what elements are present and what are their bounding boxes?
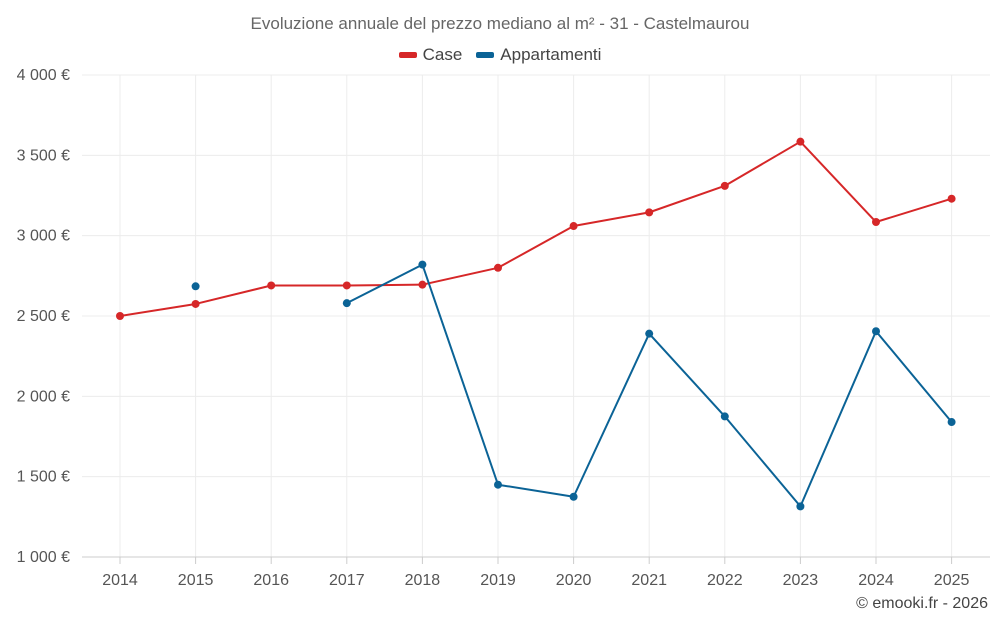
data-point-appartamenti-2024[interactable] bbox=[872, 327, 880, 336]
data-point-case-2014[interactable] bbox=[116, 312, 124, 320]
chart-title: Evoluzione annuale del prezzo mediano al… bbox=[250, 14, 750, 33]
credit-text: © emooki.fr - 2026 bbox=[856, 595, 988, 612]
data-point-appartamenti-2025[interactable] bbox=[947, 418, 956, 427]
data-point-appartamenti-2021[interactable] bbox=[645, 329, 654, 338]
legend-label-appartamenti: Appartamenti bbox=[500, 45, 602, 64]
data-point-case-2017[interactable] bbox=[342, 281, 351, 290]
x-tick-label: 2025 bbox=[934, 572, 970, 589]
data-point-case-2018[interactable] bbox=[418, 280, 427, 289]
data-point-case-2023[interactable] bbox=[796, 137, 805, 146]
data-point-case-2025[interactable] bbox=[947, 194, 956, 203]
data-point-appartamenti-2019[interactable] bbox=[494, 480, 502, 489]
legend-swatch-appartamenti bbox=[476, 52, 495, 58]
x-tick-label: 2020 bbox=[556, 572, 592, 589]
y-tick-label: 3 500 € bbox=[17, 147, 70, 164]
y-tick-label: 3 000 € bbox=[17, 228, 70, 245]
legend-swatch-case bbox=[398, 52, 417, 58]
legend: Case Appartamenti bbox=[0, 45, 1000, 65]
y-tick-label: 4 000 € bbox=[17, 67, 70, 84]
x-tick-label: 2017 bbox=[329, 572, 365, 589]
x-tick-label: 2021 bbox=[631, 572, 667, 589]
x-tick-label: 2014 bbox=[102, 572, 138, 589]
data-point-appartamenti-2017[interactable] bbox=[342, 299, 351, 308]
data-point-appartamenti-2020[interactable] bbox=[569, 492, 578, 501]
y-tick-label: 1 500 € bbox=[17, 469, 70, 486]
data-point-case-2016[interactable] bbox=[267, 281, 276, 290]
data-point-case-2019[interactable] bbox=[494, 263, 502, 272]
y-tick-label: 2 000 € bbox=[17, 388, 70, 405]
legend-item-appartamenti[interactable]: Appartamenti bbox=[476, 45, 601, 65]
x-tick-label: 2016 bbox=[253, 572, 289, 589]
x-tick-label: 2024 bbox=[858, 572, 894, 589]
x-tick-label: 2019 bbox=[480, 572, 516, 589]
data-point-case-2021[interactable] bbox=[645, 208, 654, 217]
series-line-case bbox=[119, 140, 952, 317]
data-point-case-2022[interactable] bbox=[720, 181, 729, 190]
data-point-appartamenti-2018[interactable] bbox=[418, 260, 427, 269]
y-tick-label: 2 500 € bbox=[17, 308, 70, 325]
x-tick-label: 2015 bbox=[178, 572, 214, 589]
x-tick-label: 2022 bbox=[707, 572, 743, 589]
data-point-appartamenti-2022[interactable] bbox=[720, 412, 729, 421]
legend-item-case[interactable]: Case bbox=[398, 45, 463, 65]
x-tick-label: 2018 bbox=[405, 572, 441, 589]
data-point-case-2015[interactable] bbox=[191, 299, 200, 308]
legend-label-case: Case bbox=[422, 45, 463, 64]
x-tick-label: 2023 bbox=[783, 572, 819, 589]
y-tick-label: 1 000 € bbox=[17, 549, 70, 566]
data-point-case-2020[interactable] bbox=[569, 222, 578, 231]
data-point-appartamenti-2015[interactable] bbox=[191, 282, 200, 291]
data-point-case-2024[interactable] bbox=[872, 218, 880, 227]
data-point-appartamenti-2023[interactable] bbox=[796, 502, 805, 511]
